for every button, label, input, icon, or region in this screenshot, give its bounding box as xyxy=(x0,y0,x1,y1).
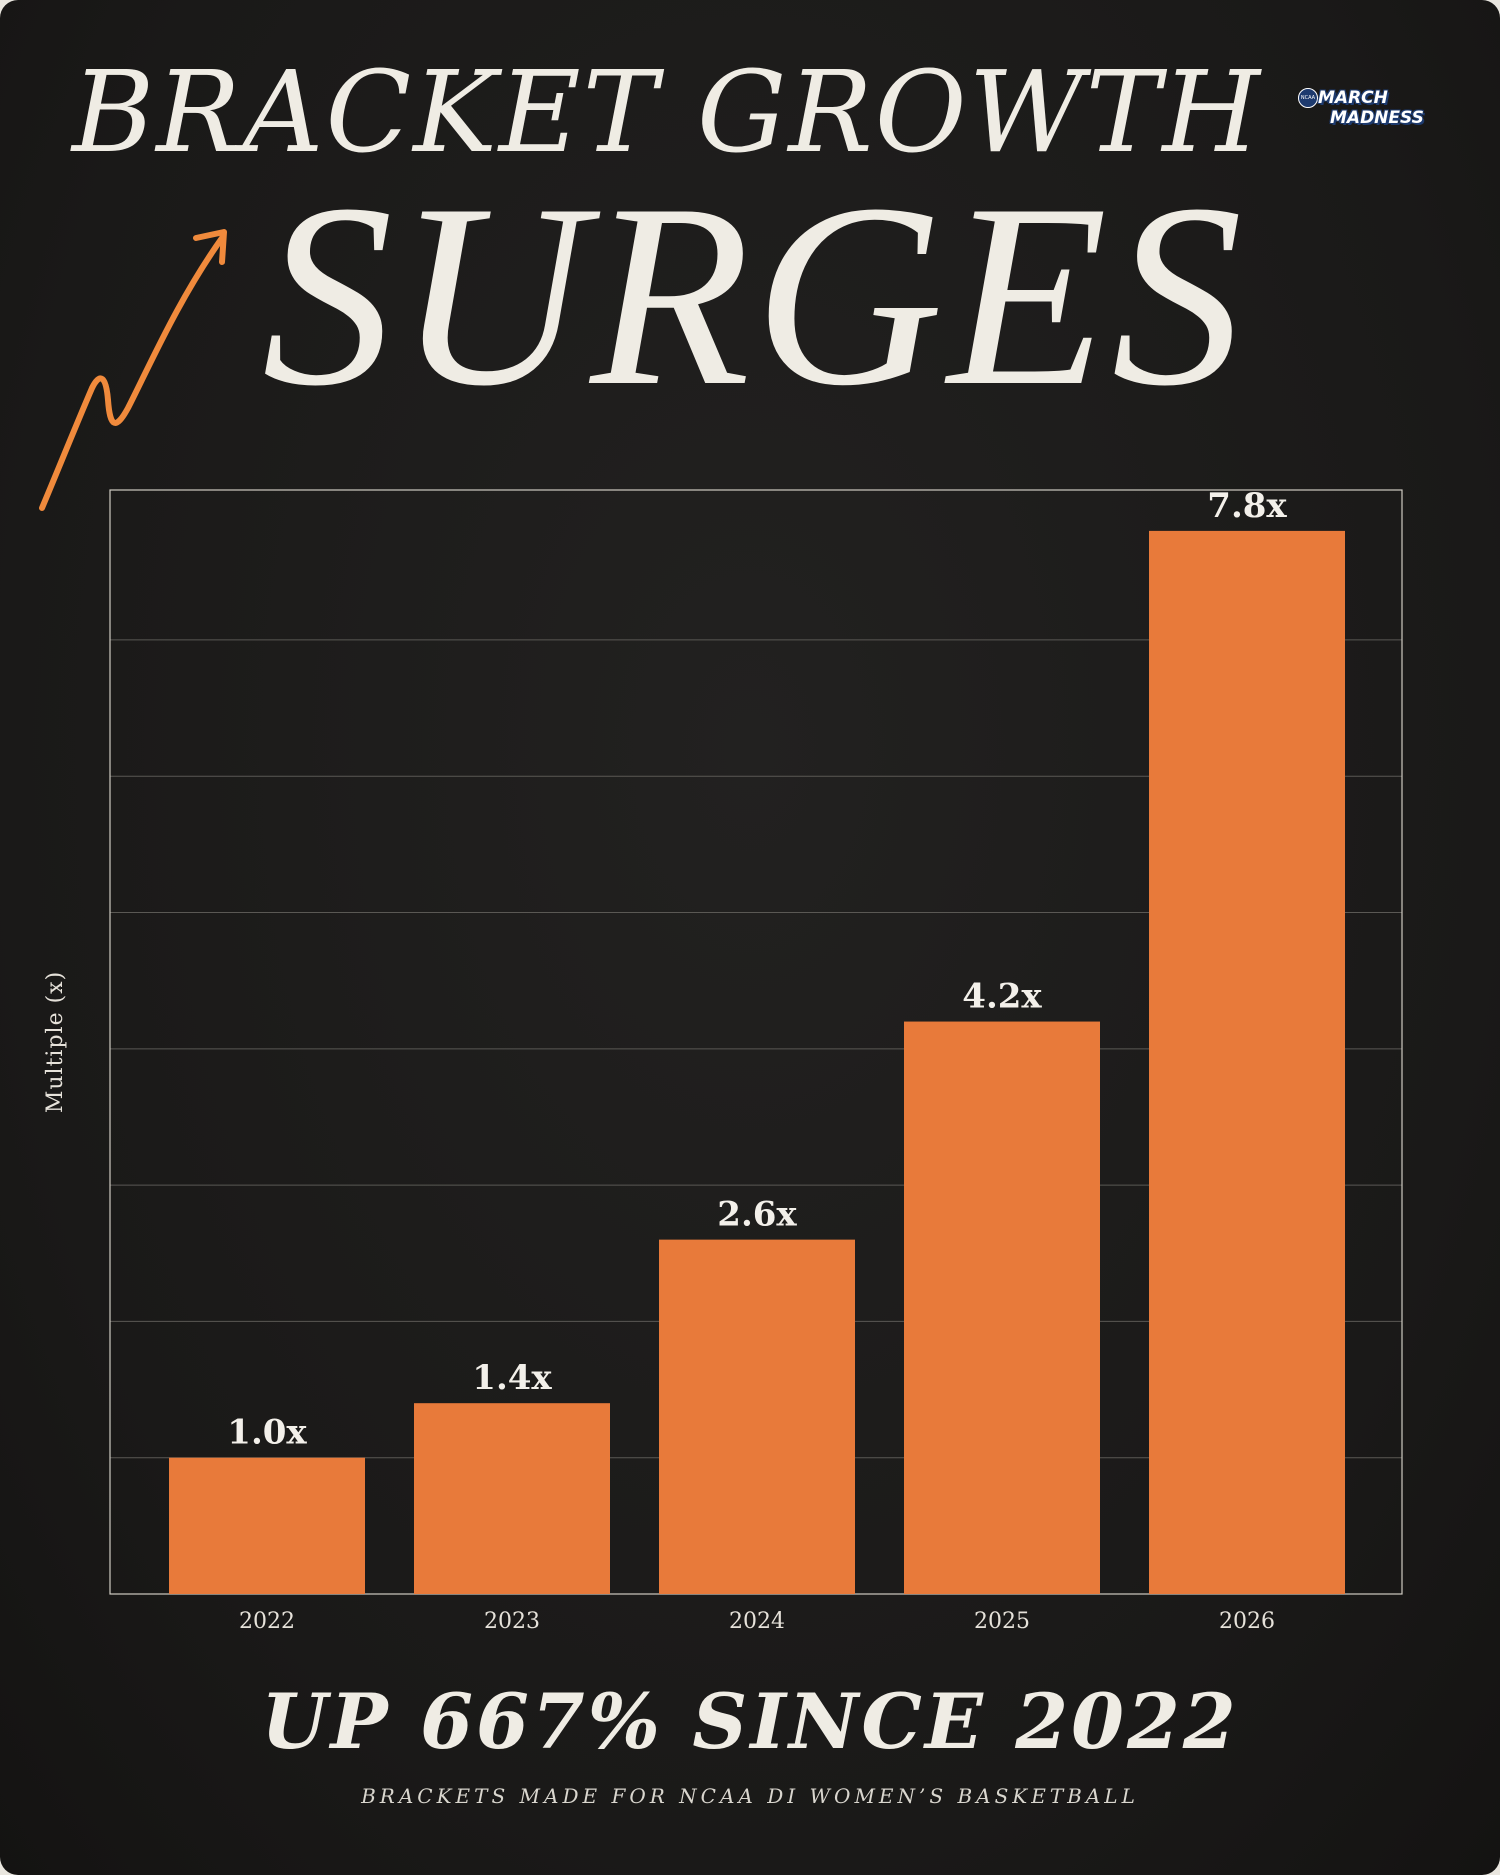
ticks-layer: 2022 2023 2024 2025 2026 xyxy=(239,1609,1275,1634)
x-tick-2023: 2023 xyxy=(484,1609,540,1634)
labels-layer: 1.0x 1.4x 2.6x 4.2x 7.8x xyxy=(227,486,1287,1453)
logo-line-1: MARCH xyxy=(1318,88,1388,108)
rising-arrow-icon xyxy=(39,229,227,511)
data-label-2023: 1.4x xyxy=(472,1358,552,1398)
bar-2024 xyxy=(659,1239,855,1594)
logo-line-2: MADNESS xyxy=(1330,108,1424,128)
y-axis-label: Multiple (x) xyxy=(43,971,68,1113)
bar-2025 xyxy=(904,1021,1100,1594)
caption: BRACKETS MADE FOR NCAA DI WOMEN’S BASKET… xyxy=(361,1784,1139,1808)
bar-2022 xyxy=(169,1457,365,1594)
x-tick-2024: 2024 xyxy=(729,1609,785,1634)
title-line-2: SURGES xyxy=(262,150,1247,440)
bar-chart: 1.0x1.4x2.6x4.2x7.8x 2022 2023 2024 2025 202… xyxy=(43,486,1403,1634)
bar-2023 xyxy=(414,1403,610,1594)
data-label-2022: 1.0x xyxy=(227,1413,307,1453)
march-madness-logo: NCAA MARCH MADNESS xyxy=(1298,84,1424,136)
data-label-2026: 7.8x xyxy=(1207,486,1287,526)
data-label-2024: 2.6x xyxy=(717,1195,797,1235)
x-tick-2025: 2025 xyxy=(974,1609,1030,1634)
title-line-1: BRACKET GROWTH xyxy=(72,48,1263,178)
bar-2026 xyxy=(1149,530,1345,1594)
ncaa-badge-icon: NCAA xyxy=(1298,88,1318,108)
headline: UP 667% SINCE 2022 xyxy=(261,1677,1239,1766)
x-tick-2022: 2022 xyxy=(239,1609,295,1634)
x-tick-2026: 2026 xyxy=(1219,1609,1275,1634)
bars-layer xyxy=(169,530,1345,1594)
data-label-2025: 4.2x xyxy=(962,977,1042,1017)
